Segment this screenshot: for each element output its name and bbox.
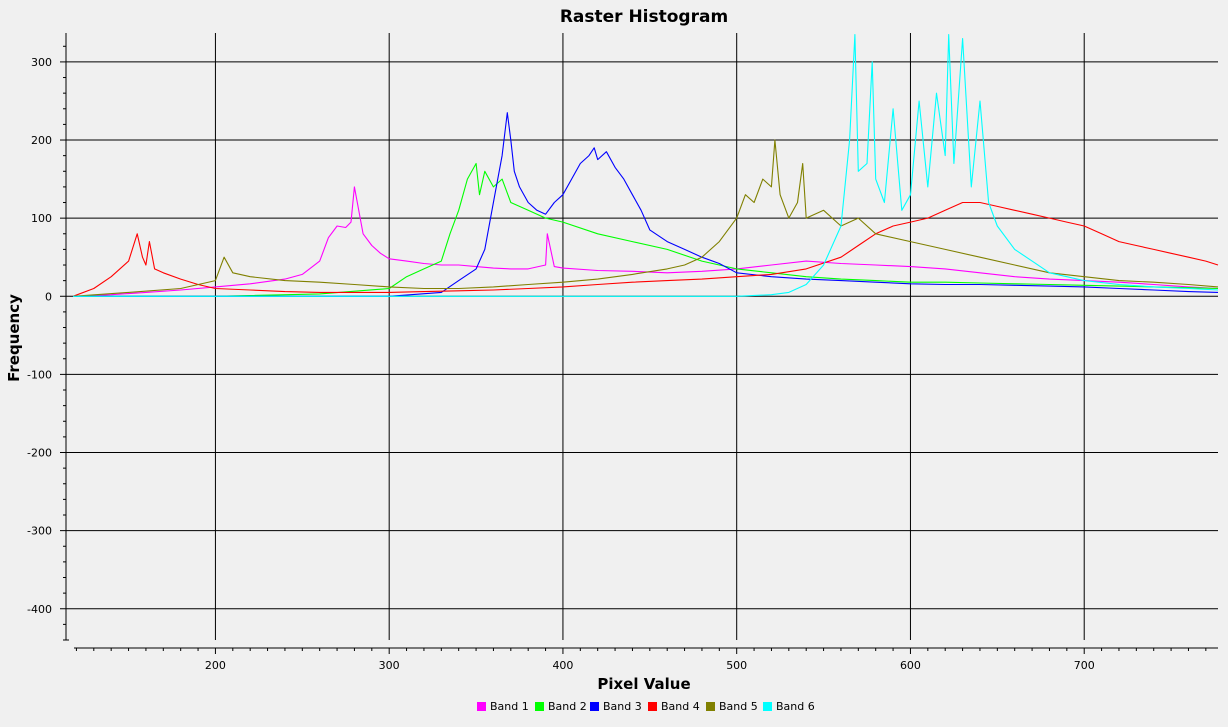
- x-tick-label: 300: [379, 659, 400, 672]
- x-tick-label: 700: [1074, 659, 1095, 672]
- legend-label: Band 2: [548, 700, 587, 713]
- series-line-band-1: [72, 186, 1219, 297]
- legend-item-band-1: Band 1: [477, 700, 529, 713]
- series-line-band-4: [72, 201, 1219, 297]
- legend-label: Band 3: [603, 700, 642, 713]
- legend-swatch: [763, 702, 772, 711]
- series-line-band-6: [73, 34, 1219, 297]
- legend-label: Band 6: [776, 700, 815, 713]
- series-line-band-2: [73, 162, 1219, 297]
- legend-label: Band 5: [719, 700, 758, 713]
- x-tick-label: 600: [900, 659, 921, 672]
- legend-swatch: [535, 702, 544, 711]
- y-tick-label: -100: [27, 368, 52, 381]
- y-tick-label: 100: [31, 212, 52, 225]
- legend-item-band-4: Band 4: [648, 700, 700, 713]
- legend-label: Band 1: [490, 700, 529, 713]
- legend: Band 1 Band 2 Band 3 Band 4 Band 5 Band 6: [477, 700, 815, 713]
- y-tick-label: -400: [27, 603, 52, 616]
- y-tick-label: 0: [45, 290, 52, 303]
- y-tick-label: -300: [27, 525, 52, 538]
- x-tick-label: 400: [552, 659, 573, 672]
- x-axis-title: Pixel Value: [597, 675, 690, 693]
- plot-background: [66, 33, 1218, 640]
- legend-swatch: [648, 702, 657, 711]
- series-line-band-3: [73, 112, 1219, 297]
- plot-area: [66, 33, 1218, 640]
- legend-item-band-6: Band 6: [763, 700, 815, 713]
- legend-item-band-2: Band 2: [535, 700, 587, 713]
- series-lines: [72, 34, 1219, 297]
- y-tick-label: 200: [31, 134, 52, 147]
- legend-swatch: [477, 702, 486, 711]
- legend-label: Band 4: [661, 700, 700, 713]
- x-tick-label: 500: [726, 659, 747, 672]
- y-tick-label: -200: [27, 447, 52, 460]
- tick-labels: 200 300 400 500 600 700 -400 -300 -200 -100 0 100 20…: [27, 56, 1095, 672]
- x-tick-label: 200: [205, 659, 226, 672]
- axes: [60, 33, 1218, 654]
- series-line-band-5: [72, 139, 1219, 297]
- y-axis-title: Frequency: [5, 294, 23, 382]
- legend-swatch: [706, 702, 715, 711]
- legend-item-band-5: Band 5: [706, 700, 758, 713]
- legend-swatch: [590, 702, 599, 711]
- legend-item-band-3: Band 3: [590, 700, 642, 713]
- chart-title: Raster Histogram: [560, 7, 728, 27]
- y-tick-label: 300: [31, 56, 52, 69]
